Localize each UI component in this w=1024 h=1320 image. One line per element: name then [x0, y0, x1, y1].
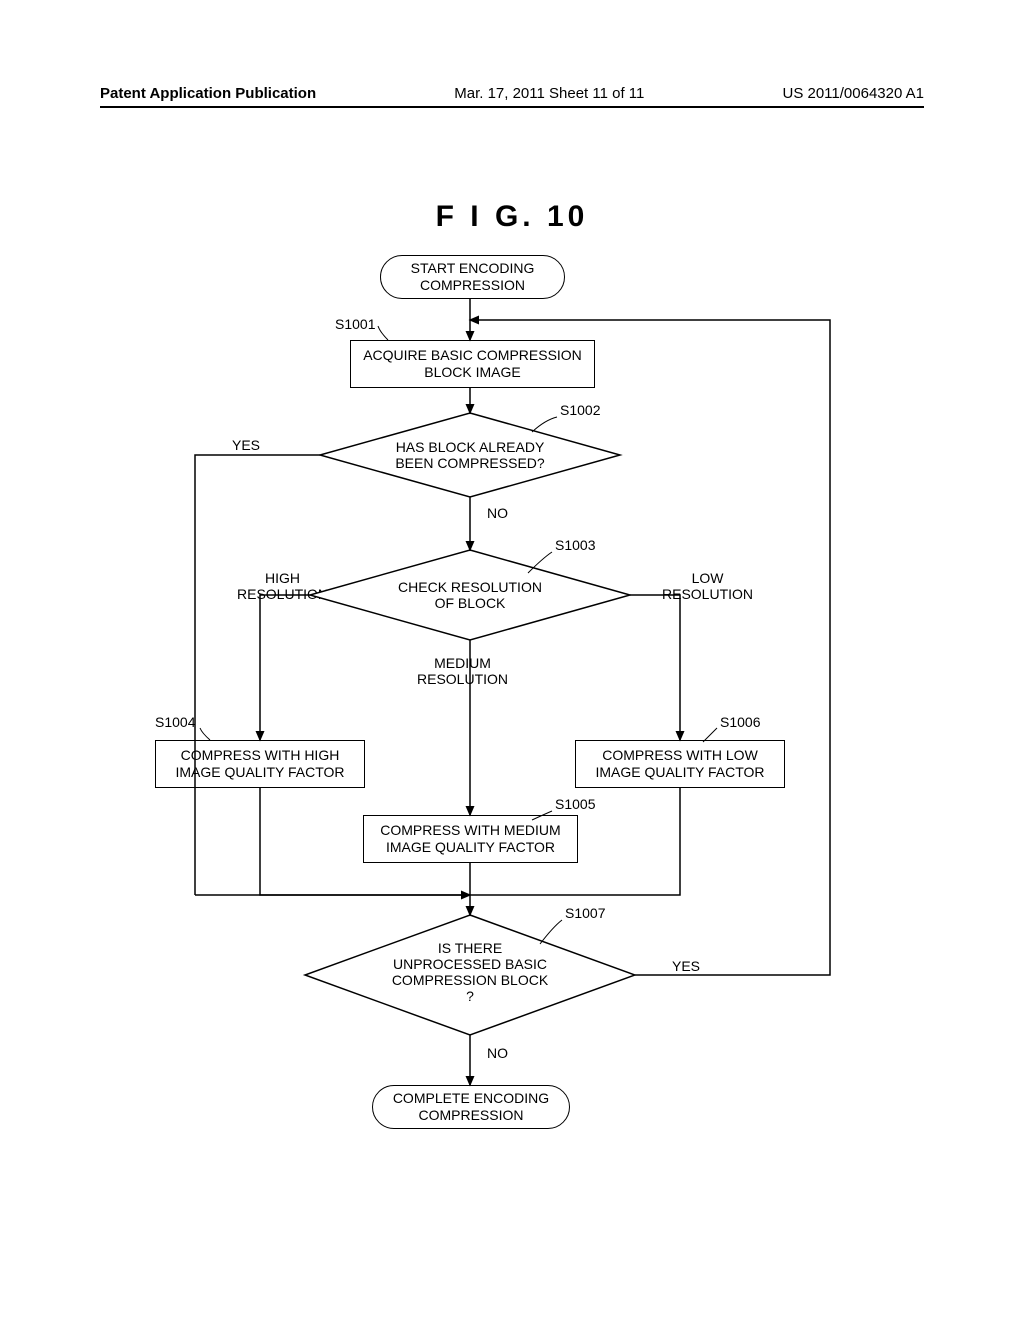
s1002-text2: BEEN COMPRESSED?	[395, 455, 545, 471]
flowchart-start: START ENCODING COMPRESSION	[380, 255, 565, 299]
leader-s1003	[528, 552, 552, 573]
step-label-s1005: S1005	[555, 796, 595, 812]
s1006-label: COMPRESS WITH LOW IMAGE QUALITY FACTOR	[586, 747, 774, 782]
s1003-text2: OF BLOCK	[435, 595, 506, 611]
edge-s1007-loop	[470, 320, 830, 975]
branch-label-yes-s1002: YES	[230, 437, 262, 453]
step-label-s1006: S1006	[720, 714, 760, 730]
branch-label-high: HIGH RESOLUTION	[235, 570, 330, 602]
flowchart-process-s1004: COMPRESS WITH HIGH IMAGE QUALITY FACTOR	[155, 740, 365, 788]
leader-s1007	[540, 920, 562, 944]
page-header: Patent Application Publication Mar. 17, …	[100, 85, 924, 108]
s1007-text1: IS THERE	[438, 940, 502, 956]
flowchart-process-s1005: COMPRESS WITH MEDIUM IMAGE QUALITY FACTO…	[363, 815, 578, 863]
edge-s1003-s1006	[630, 595, 680, 740]
leader-s1004	[200, 728, 210, 740]
step-label-s1003: S1003	[555, 537, 595, 553]
header-mid: Mar. 17, 2011 Sheet 11 of 11	[454, 85, 644, 102]
s1001-label: ACQUIRE BASIC COMPRESSION BLOCK IMAGE	[361, 347, 584, 382]
branch-label-low: LOW RESOLUTION	[660, 570, 755, 602]
leader-s1002	[532, 417, 557, 432]
decision-s1007	[305, 915, 635, 1035]
s1002-text1: HAS BLOCK ALREADY	[396, 439, 545, 455]
branch-label-yes-s1007: YES	[670, 958, 702, 974]
flowchart-process-s1001: ACQUIRE BASIC COMPRESSION BLOCK IMAGE	[350, 340, 595, 388]
edge-s1003-s1004	[260, 595, 310, 740]
decision-s1002	[320, 413, 620, 497]
step-label-s1001: S1001	[335, 316, 375, 332]
step-label-s1002: S1002	[560, 402, 600, 418]
flowchart-process-s1006: COMPRESS WITH LOW IMAGE QUALITY FACTOR	[575, 740, 785, 788]
s1005-label: COMPRESS WITH MEDIUM IMAGE QUALITY FACTO…	[374, 822, 567, 857]
end-label: COMPLETE ENCODING COMPRESSION	[383, 1090, 559, 1125]
s1007-text2: UNPROCESSED BASIC	[393, 956, 547, 972]
step-label-s1007: S1007	[565, 905, 605, 921]
decision-s1003	[310, 550, 630, 640]
branch-label-no-s1002: NO	[485, 505, 510, 521]
edge-s1002-yes	[195, 455, 320, 895]
header-right: US 2011/0064320 A1	[782, 85, 924, 102]
s1004-label: COMPRESS WITH HIGH IMAGE QUALITY FACTOR	[166, 747, 354, 782]
leader-s1001	[378, 326, 388, 340]
flowchart-end: COMPLETE ENCODING COMPRESSION	[372, 1085, 570, 1129]
branch-label-medium: MEDIUM RESOLUTION	[415, 655, 510, 687]
figure-title: F I G. 10	[0, 200, 1024, 234]
branch-label-no-s1007: NO	[485, 1045, 510, 1061]
start-label: START ENCODING COMPRESSION	[391, 260, 554, 295]
s1007-text4: ?	[466, 988, 474, 1004]
step-label-s1004: S1004	[155, 714, 195, 730]
s1003-text1: CHECK RESOLUTION	[398, 579, 542, 595]
header-left: Patent Application Publication	[100, 85, 316, 102]
s1007-text3: COMPRESSION BLOCK	[392, 972, 549, 988]
